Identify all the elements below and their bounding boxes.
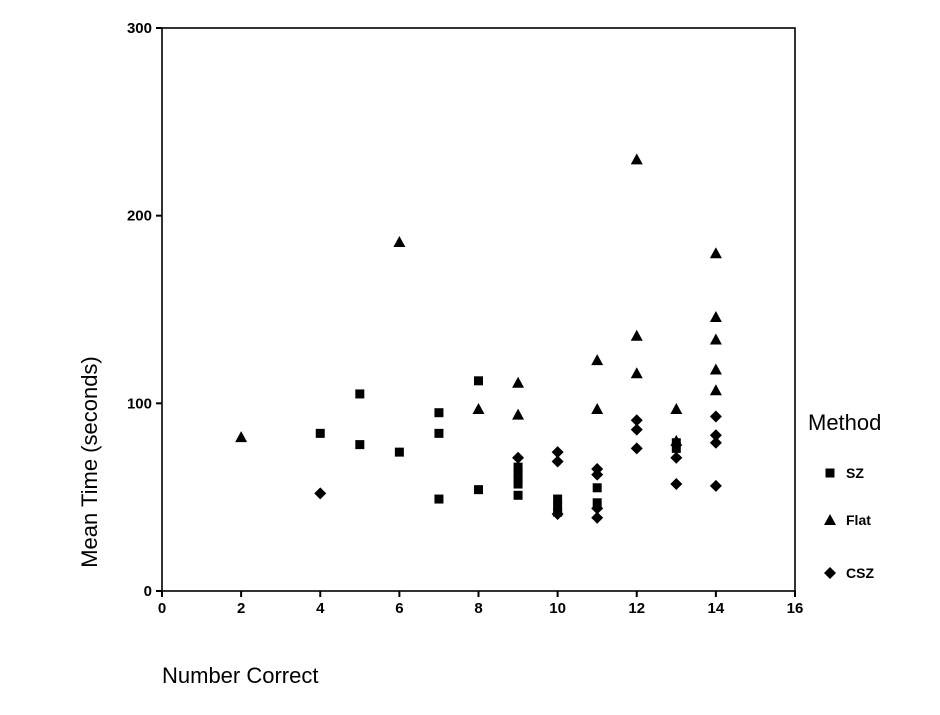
plot-frame [161, 27, 796, 592]
csz-point [630, 442, 643, 455]
x-tick-label: 6 [395, 600, 403, 617]
y-tick-label: 100 [127, 395, 152, 412]
x-tick-label: 4 [316, 600, 325, 617]
y-axis-title: Mean Time (seconds) [77, 356, 102, 568]
y-tick-label: 300 [127, 20, 152, 37]
flat-point [393, 235, 406, 247]
legend-flat-marker [824, 514, 836, 525]
flat-point [512, 408, 525, 420]
x-tick-label: 0 [158, 600, 166, 617]
legend-title: Method [808, 410, 881, 435]
sz-point [355, 440, 365, 450]
sz-point [434, 428, 444, 438]
legend-csz-marker [824, 567, 836, 579]
y-tick-label: 200 [127, 208, 152, 225]
y-tick-label: 0 [144, 583, 152, 600]
flat-point [709, 384, 722, 396]
sz-point [394, 447, 404, 457]
csz-point [591, 511, 604, 524]
flat-point [630, 329, 643, 341]
legend-sz-label: SZ [846, 465, 864, 481]
csz-point [670, 478, 683, 491]
csz-point [551, 446, 564, 459]
csz-point [551, 455, 564, 468]
plot-area [161, 27, 796, 592]
sz-point [513, 468, 523, 478]
flat-point [591, 354, 604, 366]
x-axis-title: Number Correct [162, 663, 318, 688]
csz-point [670, 451, 683, 464]
sz-point [671, 443, 681, 453]
flat-point [235, 431, 248, 443]
sz-point [355, 389, 365, 399]
flat-point [709, 311, 722, 323]
sz-point [553, 494, 563, 504]
csz-point [630, 423, 643, 436]
sz-point [315, 428, 325, 438]
sz-point [474, 485, 483, 495]
flat-point [630, 367, 643, 379]
flat-point [670, 402, 683, 414]
flat-point [709, 247, 722, 259]
sz-point [592, 483, 602, 493]
data-points [235, 153, 722, 524]
flat-point [630, 153, 643, 165]
sz-point [513, 462, 523, 472]
x-tick-label: 10 [549, 600, 566, 617]
x-tick-label: 2 [237, 600, 245, 617]
sz-point [513, 473, 523, 483]
flat-point [472, 402, 485, 414]
legend-flat-label: Flat [846, 512, 871, 528]
x-axis: 0 2 4 6 8 10 12 14 16 [158, 591, 804, 617]
csz-point [709, 429, 722, 442]
flat-point [512, 376, 525, 388]
flat-point [709, 363, 722, 375]
x-tick-label: 14 [708, 600, 725, 617]
csz-point [630, 414, 643, 427]
flat-point [591, 402, 604, 414]
legend-sz-marker [825, 468, 835, 478]
legend: Method SZ Flat CSZ [808, 410, 881, 581]
csz-point [709, 436, 722, 449]
sz-point [474, 376, 483, 386]
sz-point [553, 502, 563, 512]
x-tick-label: 16 [787, 600, 804, 617]
y-axis: 0 100 200 300 [127, 20, 162, 600]
csz-point [591, 502, 604, 515]
csz-point [512, 451, 525, 464]
csz-point [551, 508, 564, 521]
sz-point [513, 479, 523, 489]
csz-point [709, 479, 722, 492]
flat-point [670, 434, 683, 446]
flat-point [709, 333, 722, 345]
csz-point [709, 410, 722, 423]
sz-point [434, 494, 444, 504]
x-tick-label: 12 [628, 600, 645, 617]
sz-point [434, 408, 444, 418]
x-tick-label: 8 [474, 600, 482, 617]
sz-point [513, 490, 523, 500]
legend-csz-label: CSZ [846, 565, 874, 581]
csz-point [314, 487, 327, 500]
csz-point [591, 468, 604, 481]
